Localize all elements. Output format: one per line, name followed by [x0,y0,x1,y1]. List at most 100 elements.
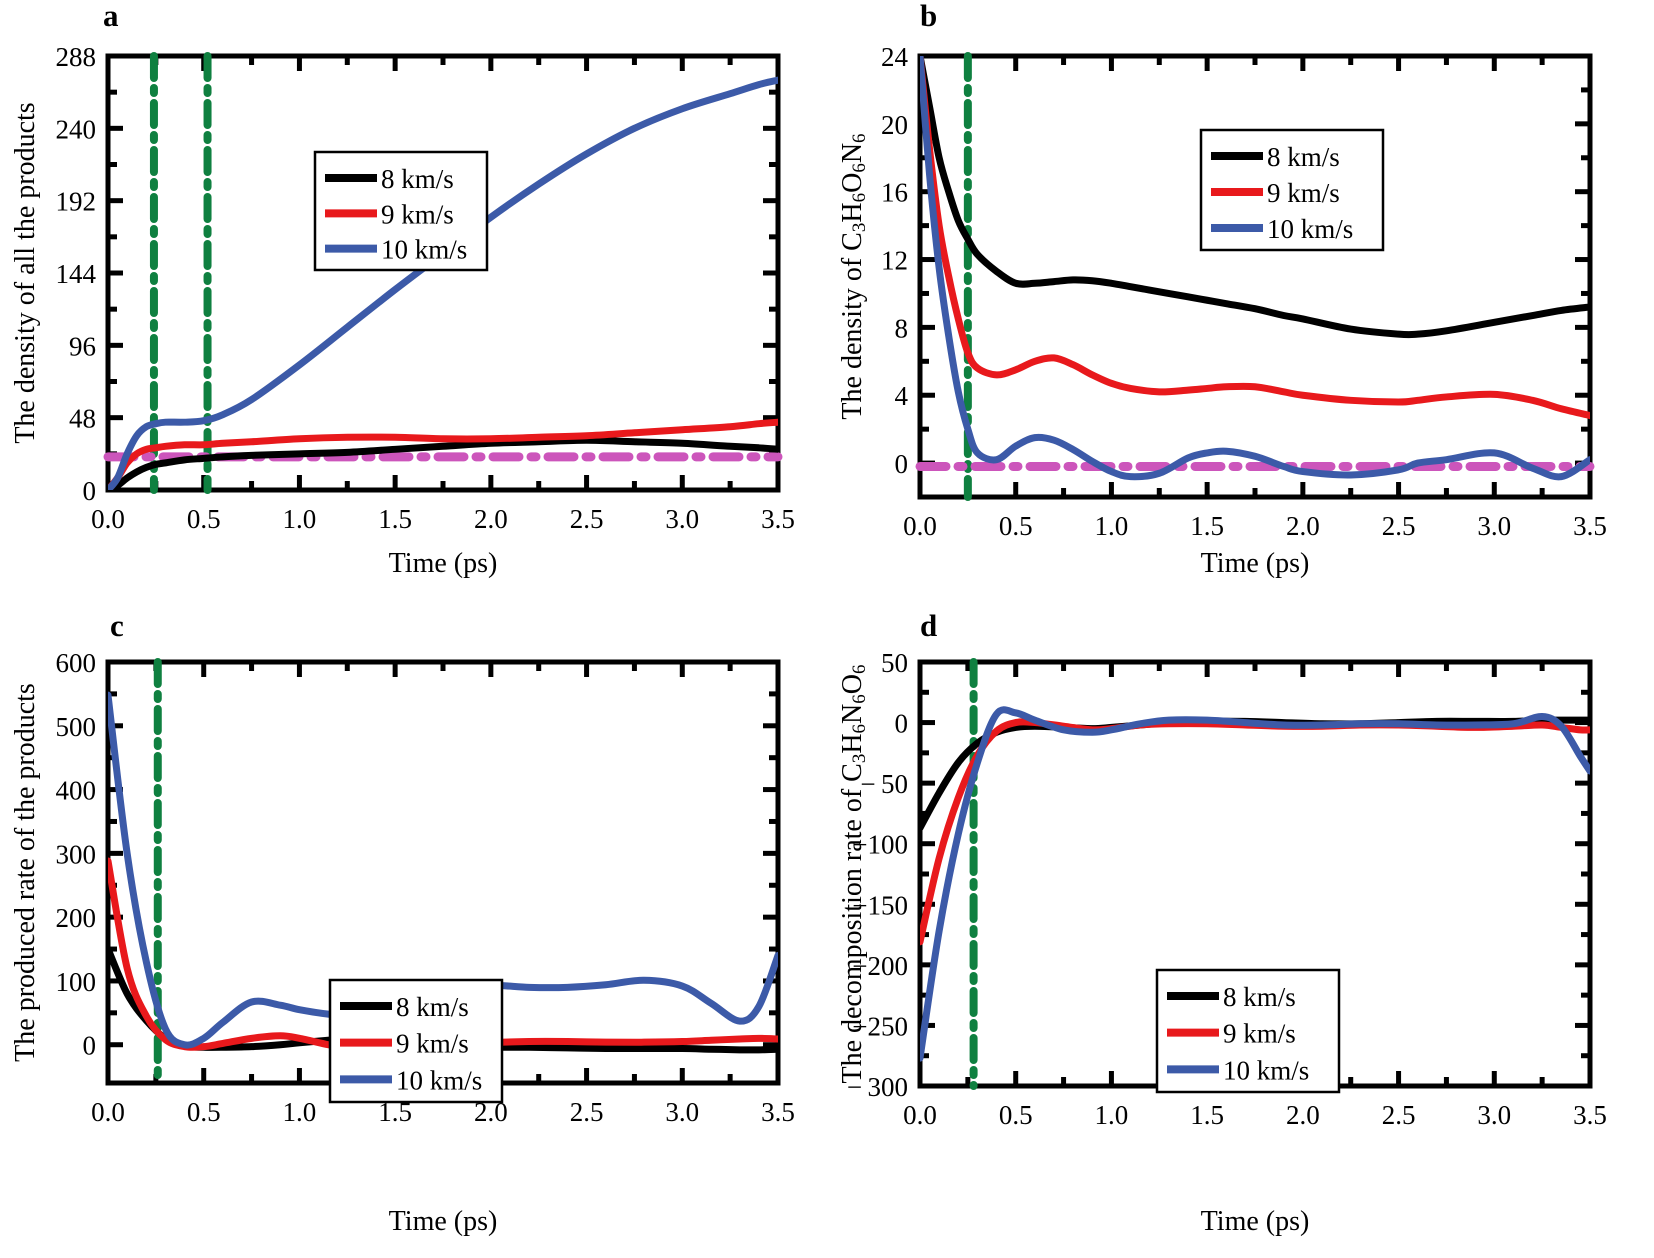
y-tick-label: −100 [852,830,908,860]
x-tick-label: 2.0 [1286,1100,1320,1130]
y-axis-title: The density of all the products [10,102,41,443]
y-axis-title: The density of C3H6O6N6 [837,133,870,419]
panel-b: b 0.0 0.5 1.0 1.5 2.0 2.5 3.0 3.5 0 4 8 12 16 20 24 8 k… [827,0,1654,600]
x-tick-label: 1.5 [1190,511,1224,541]
x-tick-label: 3.0 [665,1097,699,1127]
x-tick-label: 0.0 [91,1097,125,1127]
x-tick-label: 0.5 [187,504,221,534]
panel-b-label: b [920,0,938,33]
legend-label: 9 km/s [396,1029,469,1059]
x-tick-label: 2.0 [1286,511,1320,541]
x-tick-label: 0.0 [903,511,937,541]
y-tick-label: 400 [56,776,97,806]
y-tick-label: −150 [852,890,908,920]
x-tick-label: 3.5 [761,1097,795,1127]
y-tick-label: − 300 [847,1072,908,1102]
series-line [920,718,1590,946]
y-tick-label: 48 [69,404,96,434]
y-tick-label: 8 [895,313,909,343]
y-tick-label: 0 [895,709,909,739]
legend-label: 8 km/s [396,992,469,1022]
panel-a-chart: 0.0 0.5 1.0 1.5 2.0 2.5 3.0 3.5 0 48 96 144 192 240 28… [10,42,795,579]
panel-a-label: a [103,0,119,33]
y-tick-label: 24 [881,42,909,72]
x-tick-label: 0.0 [903,1100,937,1130]
x-tick-label: 1.5 [378,504,412,534]
legend-label: 10 km/s [1267,214,1353,244]
y-tick-label: 300 [56,839,97,869]
plot-frame [917,53,1593,500]
x-tick-label: 0.5 [999,1100,1033,1130]
y-axis-title: The decomposition rate of C3H6N6O6 [837,664,870,1083]
series-line [108,436,778,490]
x-tick-label: 0.5 [999,511,1033,541]
series-line [920,56,1590,420]
legend-label: 8 km/s [1223,982,1296,1012]
panel-c-chart: 0.0 0.5 1.0 1.5 2.0 2.5 3.0 3.50100200300400500… [10,648,795,1237]
y-tick-label: 100 [56,967,97,997]
panel-d: d 0.0 0.5 1.0 1.5 2.0 2.5 3.0 3.5 50 0 − 50 −100 −15… [827,600,1654,1258]
x-axis-title: Time (ps) [1201,548,1310,579]
y-tick-label: 288 [56,42,97,72]
x-tick-label: 1.0 [1095,1100,1129,1130]
y-tick-label: 12 [881,246,908,276]
legend-label: 10 km/s [1223,1055,1309,1085]
y-tick-label: 500 [56,712,97,742]
y-tick-label: −200 [852,951,908,981]
x-tick-label: 3.5 [1573,1100,1607,1130]
y-tick-label: 0 [83,476,97,506]
x-tick-label: 0.5 [187,1097,221,1127]
x-tick-label: 2.5 [1382,1100,1416,1130]
x-tick-label: 0.0 [91,504,125,534]
y-tick-label: 600 [56,648,97,678]
x-tick-label: 3.5 [1573,511,1607,541]
panel-a: a 0.0 0.5 1.0 1.5 2.0 2.5 3.0 3.5 0 48 96 144 192 240… [0,0,827,600]
y-tick-label: 4 [895,381,909,411]
series-line [108,418,778,490]
legend-label: 10 km/s [381,235,467,265]
y-tick-label: − 50 [860,769,908,799]
series-line [920,716,1590,832]
series-line [920,706,1590,1062]
y-axis-title: The produced rate of the products [10,683,41,1062]
x-tick-label: 1.0 [283,504,317,534]
y-tick-label: 0 [895,449,909,479]
y-tick-label: 200 [56,903,97,933]
y-tick-label: 96 [69,331,96,361]
panel-c: c 0.0 0.5 1.0 1.5 2.0 2.5 3.0 3.5 0 100 200 300 400 5… [0,600,827,1258]
y-tick-label: 192 [56,187,97,217]
x-tick-label: 1.0 [1095,511,1129,541]
x-tick-label: 2.5 [570,1097,604,1127]
panel-d-chart: 0.0 0.5 1.0 1.5 2.0 2.5 3.0 3.5 50 0 − 50 −100 −150 −… [837,648,1607,1237]
y-tick-label: 144 [56,259,97,289]
x-axis-title: Time (ps) [389,548,498,579]
legend-label: 9 km/s [1267,178,1340,208]
y-tick-label: 0 [83,1031,97,1061]
x-tick-label: 1.5 [1190,1100,1224,1130]
x-tick-label: 3.0 [665,504,699,534]
legend-label: 8 km/s [1267,142,1340,172]
y-tick-label: 240 [56,114,97,144]
panel-b-chart: 0.0 0.5 1.0 1.5 2.0 2.5 3.0 3.5 0 4 8 12 16 20 24 8 km/… [837,42,1607,579]
x-tick-label: 1.0 [283,1097,317,1127]
x-tick-label: 2.0 [474,504,508,534]
x-tick-label: 3.0 [1477,511,1511,541]
panel-c-label: c [110,608,124,643]
legend-label: 9 km/s [1223,1019,1296,1049]
x-tick-label: 2.5 [570,504,604,534]
legend-label: 8 km/s [381,164,454,194]
y-tick-label: 16 [881,178,908,208]
x-tick-label: 3.0 [1477,1100,1511,1130]
y-tick-label: 20 [881,110,908,140]
panel-d-label: d [920,608,938,643]
y-tick-label: 50 [881,648,908,678]
legend-label: 9 km/s [381,199,454,229]
x-axis-title: Time (ps) [389,1206,498,1237]
x-tick-label: 2.5 [1382,511,1416,541]
series-line [920,56,1590,481]
x-tick-label: 3.5 [761,504,795,534]
series-line [920,56,1590,339]
legend-label: 10 km/s [396,1065,482,1095]
y-tick-label: −250 [852,1011,908,1041]
